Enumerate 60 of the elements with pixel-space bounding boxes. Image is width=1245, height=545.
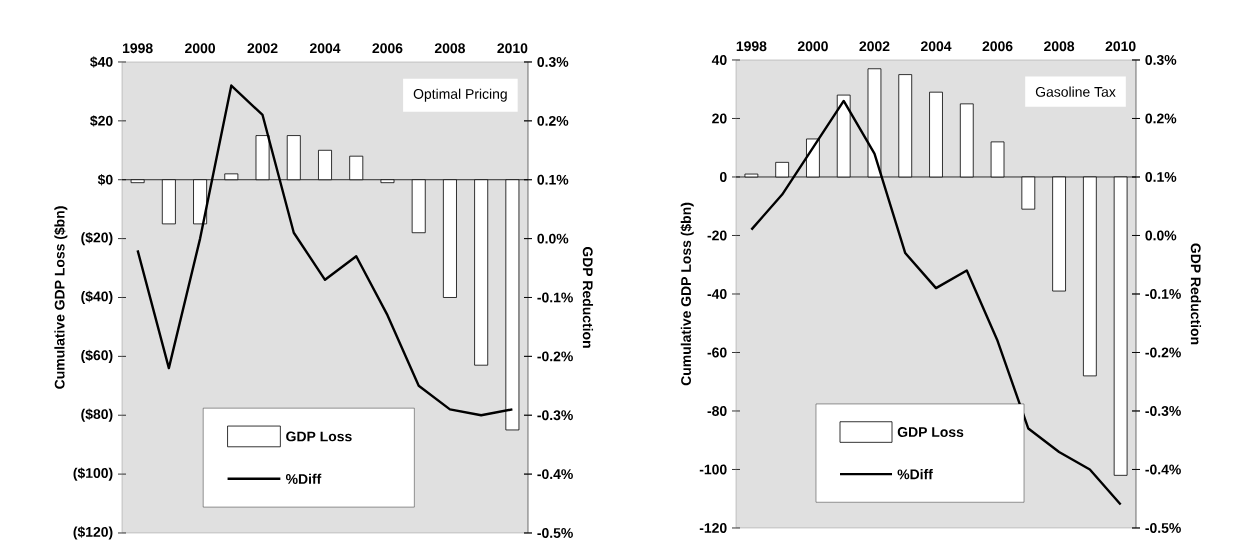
y2-tick-label: 0.0% [1145, 230, 1177, 241]
x-tick-label: 2000 [185, 43, 216, 54]
x-tick-label: 1998 [122, 43, 153, 54]
y-tick-label: -20 [707, 230, 727, 241]
y-tick-label: ($80) [81, 408, 113, 422]
y-axis-title: Cumulative GDP Loss ($bn) [54, 206, 68, 389]
y2-tick-label: -0.1% [1145, 289, 1181, 299]
y2-tick-label: -0.2% [537, 351, 573, 362]
legend-label: GDP Loss [897, 427, 964, 437]
y2-tick-label: 0.3% [1145, 55, 1177, 65]
y-tick-label: ($60) [81, 349, 113, 363]
x-tick-label: 2006 [982, 41, 1013, 52]
y-tick-label: ($40) [81, 290, 113, 305]
x-tick-label: 2006 [372, 43, 403, 54]
annotation: Optimal Pricing [413, 88, 507, 102]
y-tick-label: -100 [699, 464, 727, 475]
y-tick-label: $40 [90, 56, 113, 68]
y2-tick-label: -0.2% [1145, 347, 1181, 358]
y-tick-label: 20 [712, 113, 727, 124]
legend-label: GDP Loss [286, 431, 352, 442]
y2-tick-label: 0.0% [537, 233, 569, 244]
y-tick-label: 0 [719, 172, 727, 182]
x-tick-label: 2004 [920, 41, 952, 52]
y-tick-label: $0 [97, 174, 113, 186]
x-tick-label: 2002 [247, 43, 278, 54]
x-tick-label: 2010 [1105, 41, 1136, 52]
x-tick-label: 2004 [309, 43, 341, 54]
y-tick-label: -40 [707, 289, 727, 299]
x-tick-label: 2010 [497, 43, 528, 54]
y2-tick-label: 0.1% [537, 174, 569, 185]
y-tick-label: ($100) [73, 467, 113, 481]
y2-axis-title: GDP Reduction [1190, 243, 1202, 345]
y-tick-label: -60 [707, 347, 727, 358]
y2-tick-label: -0.1% [537, 292, 573, 303]
y-axis-title: Cumulative GDP Loss ($bn) [680, 202, 694, 386]
y-tick-label: -80 [707, 406, 727, 416]
y2-tick-label: 0.1% [1145, 172, 1177, 182]
y2-tick-label: 0.2% [1145, 113, 1177, 124]
x-tick-label: 2008 [434, 43, 466, 54]
y-tick-label: ($120) [73, 526, 113, 540]
x-tick-label: 1998 [736, 41, 767, 52]
y2-tick-label: 0.2% [537, 115, 569, 126]
y-tick-label: 40 [711, 55, 727, 65]
legend-label: %Diff [897, 469, 933, 480]
x-tick-label: 2002 [859, 41, 890, 52]
y-tick-label: $20 [90, 115, 113, 127]
y2-tick-label: -0.4% [1145, 464, 1181, 475]
y-tick-label: -120 [699, 523, 727, 533]
y2-tick-label: -0.5% [1145, 523, 1181, 533]
legend-label: %Diff [285, 473, 322, 484]
y2-tick-label: -0.4% [537, 469, 573, 480]
y2-axis-title: GDP Reduction [582, 246, 594, 348]
x-tick-label: 2000 [797, 41, 828, 52]
y2-tick-label: 0.3% [537, 57, 569, 67]
annotation: Gasoline Tax [1035, 86, 1116, 97]
y2-tick-label: -0.3% [1145, 406, 1181, 416]
x-tick-label: 2008 [1044, 41, 1075, 52]
y-tick-label: ($20) [81, 231, 113, 246]
y2-tick-label: -0.5% [537, 528, 573, 538]
y2-tick-label: -0.3% [537, 410, 573, 421]
